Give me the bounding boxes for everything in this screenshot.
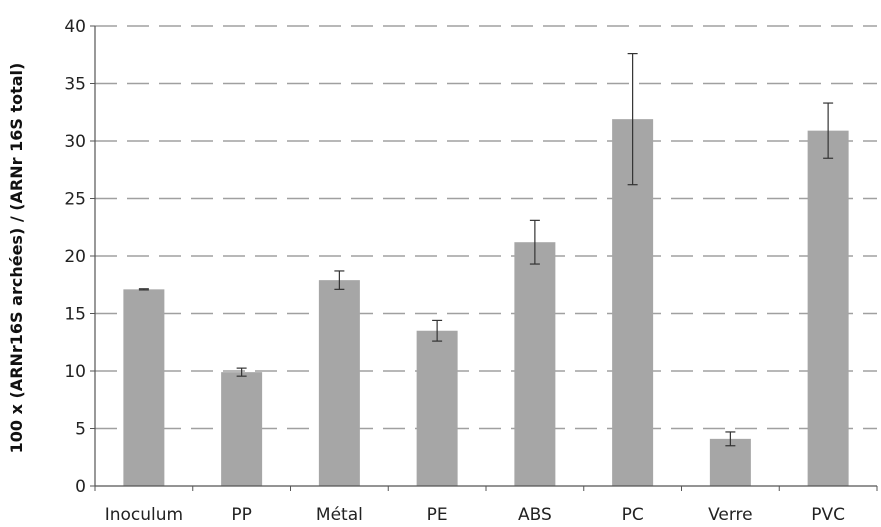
error-bar [236,367,247,377]
x-tick-label: PP [231,505,252,525]
y-tick-label: 10 [64,362,86,382]
bar-verre [709,438,751,486]
x-tick-label: Verre [708,505,753,525]
error-bar [529,219,540,265]
bar-m-tal [318,280,360,486]
y-tick-label: 35 [64,75,86,95]
x-tick-labels: Inoculum PP Métal PE ABS PC Verre PVC [94,486,878,525]
y-tick-label: 20 [64,247,86,267]
bar-pvc [807,130,849,486]
y-tick-label: 5 [75,420,86,440]
y-tick-label: 15 [64,305,86,325]
x-tick-label: PC [622,505,644,525]
error-bar [432,319,443,342]
y-tick-labels: 0 5 10 15 20 25 30 35 40 [64,17,95,497]
y-axis-title: 100 x (ARNr16S archées) / (ARNr 16S tota… [7,63,26,454]
bar-inoculum [123,289,165,486]
y-tick-label: 40 [64,17,86,37]
gridlines [95,25,877,430]
error-bars [138,52,834,447]
error-bar [627,52,638,186]
bar-abs [514,242,556,486]
error-bar [725,431,736,447]
y-tick-label: 30 [64,132,86,152]
x-tick-label: PE [427,505,448,525]
bar-pp [221,372,263,486]
y-tick-label: 0 [75,477,86,497]
error-bar [823,102,834,159]
x-tick-label: ABS [518,505,552,525]
x-tick-label: Inoculum [105,505,183,525]
x-tick-label: PVC [811,505,845,525]
error-bar [138,288,149,291]
x-tick-label: Métal [316,505,363,525]
bar-pe [416,330,458,486]
y-tick-label: 25 [64,190,86,210]
error-bar [334,270,345,290]
bars [123,119,849,487]
